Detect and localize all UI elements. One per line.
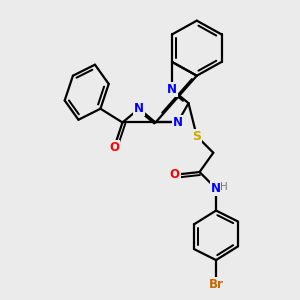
Text: O: O	[170, 168, 180, 181]
Text: S: S	[192, 130, 201, 143]
Text: N: N	[167, 83, 177, 96]
Text: O: O	[109, 141, 119, 154]
Text: N: N	[134, 102, 144, 115]
Text: H: H	[220, 182, 228, 192]
Text: Br: Br	[208, 278, 224, 291]
Text: N: N	[211, 182, 221, 195]
Text: N: N	[172, 116, 182, 129]
